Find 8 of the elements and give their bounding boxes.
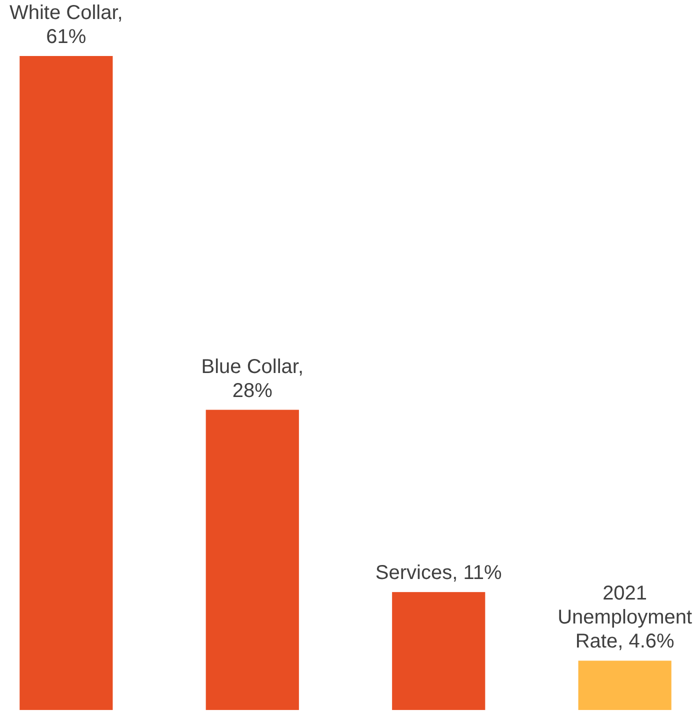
bar (206, 410, 299, 710)
data-label: 2021 Unemployment Rate, 4.6% (558, 582, 693, 653)
data-label: White Collar, 61% (9, 2, 123, 48)
bar (578, 660, 672, 710)
bar (392, 592, 486, 710)
bar (20, 56, 113, 710)
data-label: Blue Collar, 28% (201, 356, 304, 402)
data-label: Services, 11% (375, 562, 502, 584)
